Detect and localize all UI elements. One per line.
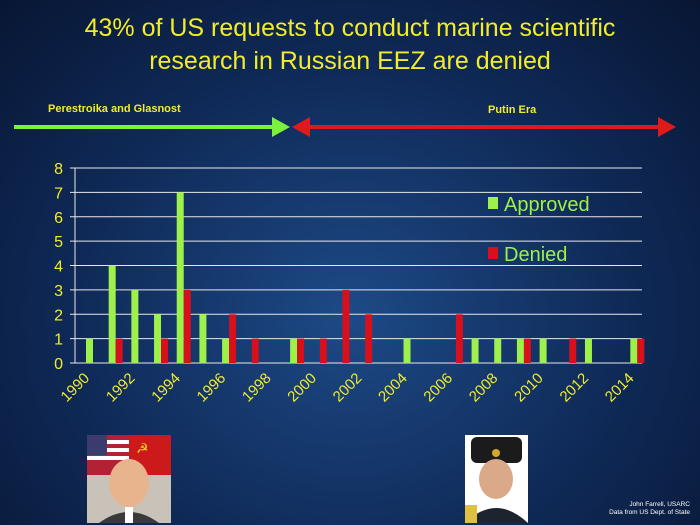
putin-arrow-head-left [292,117,310,137]
era-label-perestroika: Perestroika and Glasnost [48,103,181,115]
credit-source: Data from US Dept. of State [609,509,690,516]
bar-denied [229,314,237,363]
x-tick-label: 1998 [239,370,275,406]
bars [86,192,645,363]
bar-denied [523,338,531,363]
bar-approved [86,338,93,363]
bar-approved [222,338,230,363]
bar-denied [251,338,259,363]
bar-approved [176,192,184,363]
x-tick-label: 1994 [148,370,184,406]
bar-approved [516,338,524,363]
x-tick-label: 1996 [194,370,230,406]
x-tick-label: 2002 [330,370,366,406]
y-tick-label: 1 [54,332,63,349]
era-arrows [14,117,676,137]
putin-arrow-head-right [658,117,676,137]
bar-denied [365,314,373,363]
x-axis: 1990 1992 1994 1996 1998 2000 2002 2004 2006 2008… [58,370,638,406]
source-credit: John Farrell, USARC Data from US Dept. o… [609,501,690,517]
x-tick-label: 2000 [284,370,320,406]
x-tick-label: 1990 [58,370,94,406]
bar-denied [115,338,123,363]
title-line-2: research in Russian EEZ are denied [149,47,551,75]
x-tick-label: 2014 [602,370,638,406]
bar-approved [108,265,116,363]
bar-approved [131,289,139,363]
y-tick-label: 0 [54,356,63,373]
bar-approved [630,338,638,363]
x-tick-label: 1992 [103,370,139,406]
bar-denied [342,289,350,363]
bar-denied [161,338,169,363]
x-tick-label: 2010 [511,370,547,406]
x-tick-label: 2006 [420,370,456,406]
y-tick-label: 7 [54,185,63,202]
legend-label-approved: Approved [504,194,590,216]
bar-approved [290,338,298,363]
y-axis: 0 1 2 3 4 5 6 7 8 [54,161,76,373]
bar-denied [569,338,577,363]
bar-denied [297,338,305,363]
y-tick-label: 3 [54,283,63,300]
bar-approved [154,314,162,363]
y-tick-label: 5 [54,234,63,251]
bar-denied [183,289,191,363]
legend: Approved Denied [488,194,590,266]
x-tick-label: 2004 [375,370,411,406]
bar-approved [539,338,547,363]
x-tick-label: 2012 [557,370,593,406]
legend-label-denied: Denied [504,244,567,266]
y-tick-label: 8 [54,161,63,178]
title-line-1: 43% of US requests to conduct marine sci… [84,14,616,42]
bar-denied [637,338,645,363]
bar-approved [584,338,592,363]
gridlines [75,167,642,364]
perestroika-arrow-head [272,117,290,137]
bar-approved [199,314,207,363]
y-tick-label: 6 [54,210,63,227]
putin-photo [465,435,528,523]
bar-approved [403,338,411,363]
svg-text:☭: ☭ [136,441,149,457]
credit-author: John Farrell, USARC [629,501,690,508]
bar-approved [471,338,479,363]
chart-title: 43% of US requests to conduct marine sci… [0,12,700,78]
bar-denied [319,338,327,363]
bar-denied [455,314,463,363]
y-tick-label: 4 [54,259,63,276]
y-tick-label: 2 [54,307,63,324]
gorbachev-photo: ☭ [87,435,171,523]
legend-swatch-denied [488,247,498,259]
era-label-putin: Putin Era [488,104,537,116]
bar-approved [494,338,502,363]
x-tick-label: 2008 [466,370,502,406]
legend-swatch-approved [488,197,498,209]
